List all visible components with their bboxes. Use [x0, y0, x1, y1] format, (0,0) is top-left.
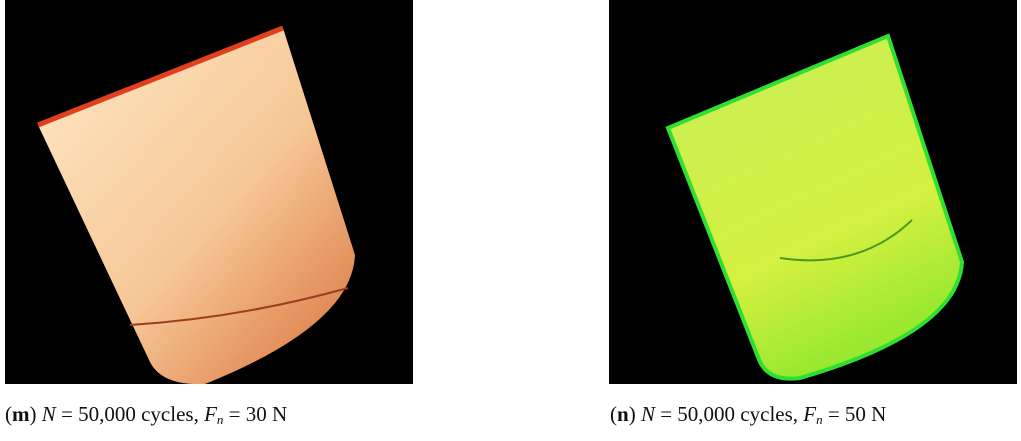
figure: (m) N = 50,000 cycles, Fn = 30 N (n) N =… [0, 0, 1021, 441]
caption-symbol: N [641, 402, 655, 426]
caption-text: = 50,000 cycles, [56, 402, 204, 426]
caption-symbol: N [42, 402, 56, 426]
caption-symbol: F [204, 402, 217, 426]
caption-n: (n) N = 50,000 cycles, Fn = 50 N [610, 402, 886, 428]
caption-label: n [617, 402, 629, 426]
caption-text: ) [30, 402, 42, 426]
caption-label: m [12, 402, 30, 426]
caption-m: (m) N = 50,000 cycles, Fn = 30 N [5, 402, 287, 428]
caption-text: = 50,000 cycles, [655, 402, 803, 426]
caption-text: ) [629, 402, 641, 426]
caption-text: = 30 N [223, 402, 287, 426]
photo-n [609, 0, 1017, 384]
caption-text: = 50 N [823, 402, 887, 426]
caption-text: ( [5, 402, 12, 426]
caption-text: ( [610, 402, 617, 426]
caption-symbol: F [803, 402, 816, 426]
photo-m [5, 0, 413, 384]
